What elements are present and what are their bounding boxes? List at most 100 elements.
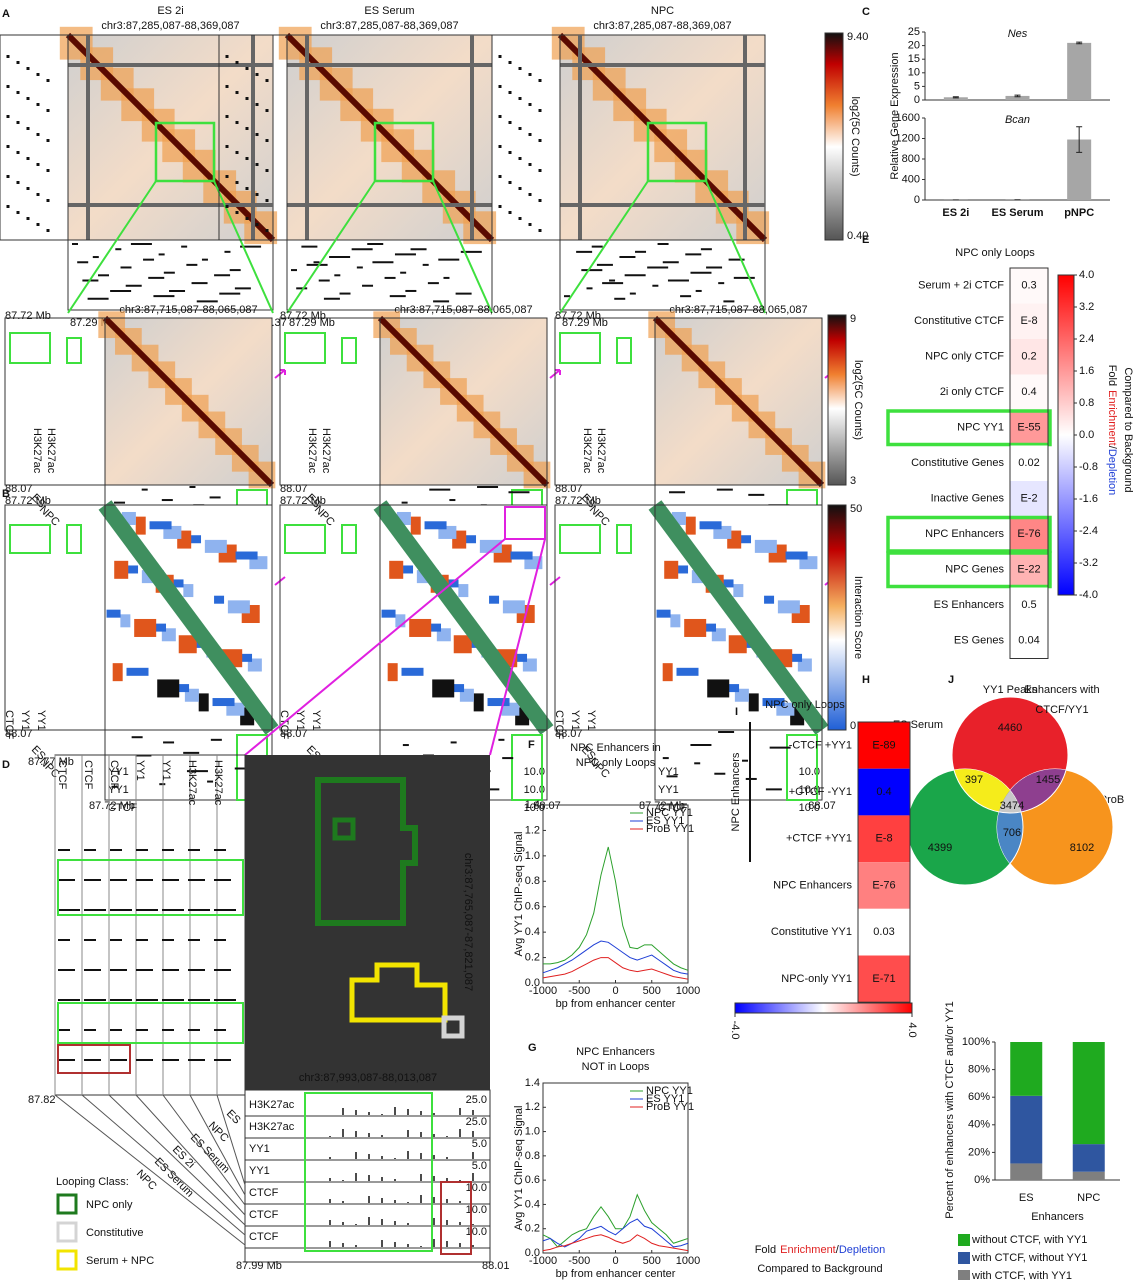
bar-segment xyxy=(1010,1042,1043,1096)
heatmap-cell xyxy=(676,667,699,676)
track-label: YY1 xyxy=(658,766,679,778)
subplot-title: Bcan xyxy=(1005,114,1030,126)
heatmap-cell xyxy=(458,584,469,598)
error-bar xyxy=(1076,126,1083,153)
track-label: H3K27ac xyxy=(581,428,593,474)
heatmap-cell xyxy=(401,667,424,676)
heatmap-cell xyxy=(410,516,421,535)
panel-label: D xyxy=(2,759,10,771)
highlight-box xyxy=(786,734,818,801)
connector xyxy=(162,1094,246,1206)
panel-label: E xyxy=(862,234,869,246)
zoom-line xyxy=(213,180,274,314)
heatmap-cell xyxy=(785,551,808,560)
highlight-box xyxy=(66,524,82,554)
track-sample: NPC xyxy=(206,1120,231,1145)
bar-segment xyxy=(1010,1095,1043,1164)
highlight-box xyxy=(154,121,216,183)
loop-outline xyxy=(332,817,356,841)
x-tick-label: -1000 xyxy=(529,985,557,997)
track-label: H3K27ac xyxy=(212,760,224,806)
highlight-box xyxy=(341,337,357,364)
colorbar-tick-label: 9 xyxy=(850,313,856,325)
track-label: CTCF xyxy=(249,1209,279,1221)
heatmap-cell xyxy=(169,579,184,588)
colorbar-tick-label: 3 xyxy=(850,475,856,487)
heatmap-cell xyxy=(178,635,197,654)
colorbar-tick-label: 9.40 xyxy=(847,31,868,43)
venn-clip xyxy=(997,769,1023,814)
heatmap-cell xyxy=(446,684,465,693)
y-tick-label: 400 xyxy=(902,173,920,185)
legend-label: Serum + NPC xyxy=(86,1255,154,1267)
row-label: Inactive Genes xyxy=(931,493,1005,505)
chart-title: YY1 Peaks xyxy=(983,684,1038,696)
colorbar-label-part: / xyxy=(1106,446,1118,450)
connector xyxy=(108,1094,246,1226)
track-scale: 5.0 xyxy=(472,1160,487,1172)
heatmap xyxy=(98,311,276,489)
chart-title: NPC Enhancers xyxy=(576,1046,655,1058)
colorbar-label: Compared to Background xyxy=(1122,367,1134,492)
track-label: YY1 xyxy=(249,1165,270,1177)
y-tick-label: 0.4 xyxy=(525,926,540,938)
track-scale: 10.0 xyxy=(524,784,545,796)
row-label: Serum + 2i CTCF xyxy=(918,280,1004,292)
loop-outline xyxy=(349,962,448,1023)
chart-title: NOT in Loops xyxy=(582,1061,650,1073)
colorbar-tick-label: 4.0 xyxy=(1079,269,1094,281)
loop-outline xyxy=(441,1015,465,1039)
cell-label: 0.5 xyxy=(1021,599,1036,611)
cell-label: E-76 xyxy=(872,879,895,891)
heat-cell xyxy=(1010,481,1048,517)
y-tick-label: 10 xyxy=(908,67,920,79)
heatmap-cell xyxy=(510,551,533,560)
cell-label: 0.4 xyxy=(1021,386,1036,398)
colorbar-tick-label: -2.4 xyxy=(1079,525,1098,537)
heat-cell xyxy=(1010,374,1048,410)
legend-label: NPC YY1 xyxy=(646,807,693,819)
x-tick-label: 1000 xyxy=(676,1255,700,1267)
heatmap-cell xyxy=(423,623,442,632)
highlight-box xyxy=(284,524,326,554)
x-tick-label: ES 2i xyxy=(942,207,969,219)
heatmap-cell xyxy=(148,623,167,632)
panel-label: I xyxy=(735,706,738,718)
axis-end-label: 87.82 xyxy=(28,1094,56,1106)
axis-end-label: 87.72 Mb xyxy=(5,310,51,322)
track-scale: 10.0 xyxy=(799,766,820,778)
zoom-line xyxy=(286,180,376,314)
panel-label: J xyxy=(948,674,954,686)
heatmap-cell xyxy=(662,663,673,682)
region-label: chr3:87,715,087-88,065,087 xyxy=(394,304,532,316)
axis-end-label: 87.77 Mb xyxy=(28,756,74,768)
column-frame xyxy=(1009,267,1049,659)
chart-title: NPC Enhancers in xyxy=(570,742,661,754)
region-label: chr3:87,715,087-88,065,087 xyxy=(119,304,257,316)
heatmap-cell xyxy=(678,565,689,574)
track-label: H3K27ac xyxy=(31,428,43,474)
track-label: YY1 xyxy=(108,766,129,778)
legend-swatch xyxy=(958,1234,970,1246)
heatmap-cell xyxy=(235,551,258,560)
track-frame xyxy=(67,239,274,311)
row-label: Constitutive CTCF xyxy=(914,315,1004,327)
track-label: H3K27ac xyxy=(595,428,607,474)
heatmap-cell xyxy=(664,560,679,579)
heat-cell xyxy=(1010,339,1048,375)
group-label: NPC Enhancers xyxy=(730,752,742,831)
row-label: Constitutive Genes xyxy=(911,457,1004,469)
venn-region xyxy=(997,769,1023,814)
axis-end-label: 87.29 Mb xyxy=(562,317,608,329)
heatmap-cell xyxy=(106,609,121,618)
track-scale: 10.0 xyxy=(466,1226,487,1238)
y-tick-label: 60% xyxy=(968,1091,990,1103)
heatmap-cell xyxy=(487,698,510,707)
line-series xyxy=(542,1218,689,1248)
colorbar-tick-label: -4.0 xyxy=(1079,589,1098,601)
heatmap-diagonal xyxy=(98,500,279,735)
track-label: CTCF xyxy=(278,710,290,740)
cell-label: 0.04 xyxy=(1018,635,1039,647)
highlight-box xyxy=(886,409,1052,447)
y-tick-label: 0.8 xyxy=(525,875,540,887)
